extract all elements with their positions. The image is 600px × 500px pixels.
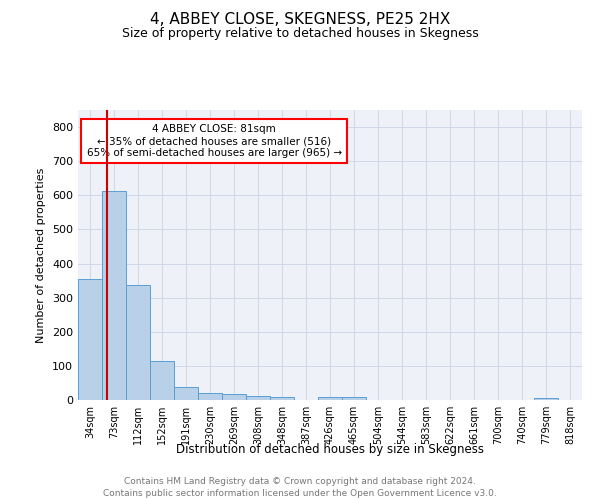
Y-axis label: Number of detached properties: Number of detached properties — [37, 168, 46, 342]
Bar — [126, 284, 150, 400]
Bar — [270, 398, 294, 400]
Bar — [342, 398, 366, 400]
Bar — [150, 362, 174, 400]
Bar — [198, 393, 222, 400]
Bar — [318, 397, 342, 400]
Text: Contains HM Land Registry data © Crown copyright and database right 2024.: Contains HM Land Registry data © Crown c… — [124, 478, 476, 486]
Bar — [534, 398, 558, 400]
Text: 4, ABBEY CLOSE, SKEGNESS, PE25 2HX: 4, ABBEY CLOSE, SKEGNESS, PE25 2HX — [150, 12, 450, 28]
Bar — [102, 191, 126, 400]
Bar — [222, 394, 246, 400]
Text: 4 ABBEY CLOSE: 81sqm
← 35% of detached houses are smaller (516)
65% of semi-deta: 4 ABBEY CLOSE: 81sqm ← 35% of detached h… — [86, 124, 341, 158]
Text: Size of property relative to detached houses in Skegness: Size of property relative to detached ho… — [122, 28, 478, 40]
Bar — [174, 386, 198, 400]
Bar — [246, 396, 270, 400]
Text: Distribution of detached houses by size in Skegness: Distribution of detached houses by size … — [176, 442, 484, 456]
Bar — [78, 279, 102, 400]
Text: Contains public sector information licensed under the Open Government Licence v3: Contains public sector information licen… — [103, 489, 497, 498]
